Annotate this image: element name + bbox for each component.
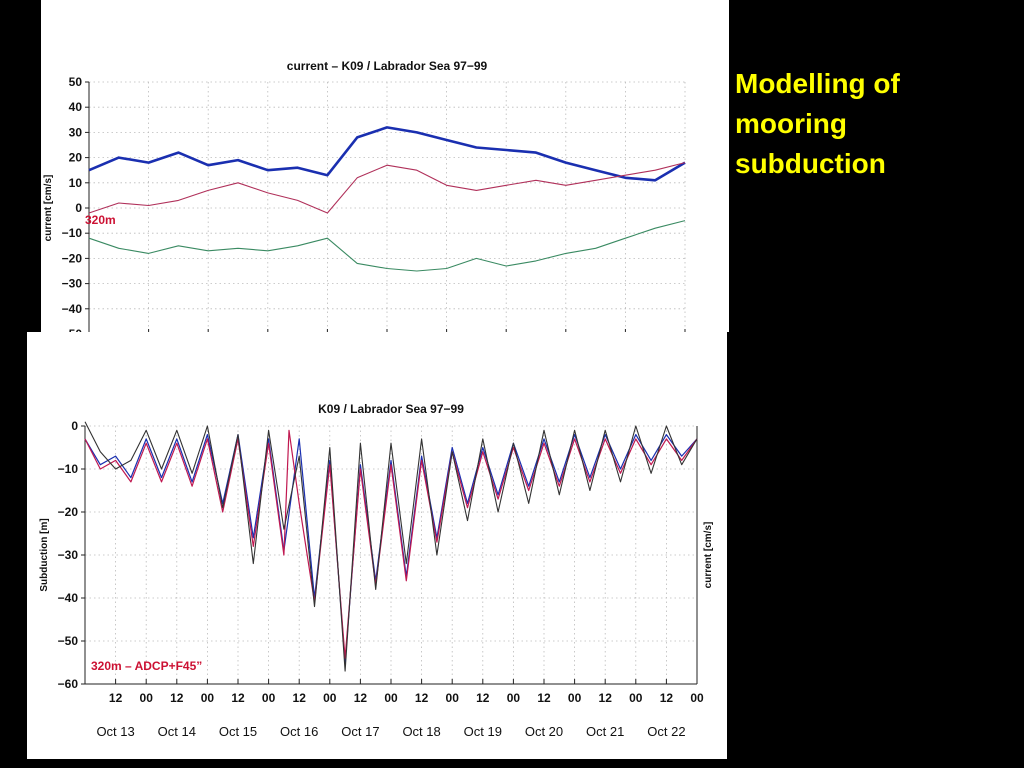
y-tick-label: 40: [69, 100, 83, 114]
y-tick-label: 0: [71, 419, 78, 433]
subduction-chart: 0 −10 −20 −30 −40 −50 −60 12 00 12 00 12 00 12 00 12 00 1…: [39, 402, 714, 739]
y-tick-label: −60: [58, 677, 79, 691]
x-tick-label: 00: [568, 691, 582, 705]
date-label: Oct 16: [280, 724, 318, 739]
date-label: Oct 15: [219, 724, 257, 739]
x-tick-label: 00: [323, 691, 337, 705]
x-tick-label: 12: [293, 691, 307, 705]
slide-title-line-3: subduction: [735, 148, 886, 179]
y-tick-label: −30: [62, 277, 83, 291]
x-tick-label: 00: [384, 691, 398, 705]
annotation-label: 320m – ADCP+F45”: [91, 659, 202, 673]
series-line-2: [84, 429, 698, 659]
date-label: Oct 17: [341, 724, 379, 739]
x-tick-label: 12: [599, 691, 613, 705]
y-tick-label: −10: [62, 226, 83, 240]
chart-title: current – K09 / Labrador Sea 97−99: [287, 59, 488, 73]
date-label: Oct 22: [647, 724, 685, 739]
y-tick-label: −20: [58, 505, 79, 519]
series-line-3: [84, 421, 698, 672]
x-tick-label: 00: [507, 691, 521, 705]
x-tick-label: 12: [415, 691, 429, 705]
date-label: Oct 18: [402, 724, 440, 739]
x-tick-label: 12: [660, 691, 674, 705]
slide-title: Modelling of mooring subduction: [735, 64, 1015, 184]
y-tick-label: 20: [69, 151, 83, 165]
date-label: Oct 21: [586, 724, 624, 739]
y-axis-label: Subduction [m]: [39, 518, 50, 591]
x-tick-label: 12: [354, 691, 368, 705]
x-tick-label: 00: [446, 691, 460, 705]
series-line-1: [88, 126, 686, 182]
x-tick-label: 12: [476, 691, 490, 705]
chart-title: K09 / Labrador Sea 97−99: [318, 402, 464, 416]
y-tick-label: −10: [58, 462, 79, 476]
x-tick-label: 00: [629, 691, 643, 705]
date-label: Oct 14: [158, 724, 196, 739]
series-line-2: [88, 162, 686, 214]
subduction-chart-panel: 0 −10 −20 −30 −40 −50 −60 12 00 12 00 12 00 12 00 12 00 1…: [27, 332, 727, 759]
y-tick-label: 50: [69, 75, 83, 89]
current-chart-panel: 50 40 30 20 10 0 −10 −20 −30 −40 −50 current – K09 …: [41, 0, 729, 332]
right-axis-label: current [cm/s]: [703, 522, 714, 589]
date-label: Oct 13: [96, 724, 134, 739]
x-tick-label: 12: [231, 691, 245, 705]
x-tick-label: 00: [690, 691, 704, 705]
y-axis-label: current [cm/s]: [43, 175, 54, 242]
x-tick-label: 12: [537, 691, 551, 705]
y-tick-label: −20: [62, 251, 83, 265]
current-chart: 50 40 30 20 10 0 −10 −20 −30 −40 −50 current – K09 …: [43, 59, 686, 332]
y-tick-label: −30: [58, 548, 79, 562]
y-tick-label: −50: [62, 327, 83, 332]
date-label: Oct 19: [464, 724, 502, 739]
annotation-label: 320m: [85, 213, 116, 227]
y-tick-label: 10: [69, 176, 83, 190]
y-tick-label: 0: [75, 201, 82, 215]
x-tick-label: 12: [109, 691, 123, 705]
series-line-1: [84, 433, 698, 664]
series-line-3: [88, 220, 686, 272]
y-tick-label: −50: [58, 634, 79, 648]
y-tick-label: −40: [62, 302, 83, 316]
x-tick-label: 00: [201, 691, 215, 705]
x-tick-label: 00: [140, 691, 154, 705]
x-tick-label: 00: [262, 691, 276, 705]
slide-title-line-1: Modelling of: [735, 68, 900, 99]
x-tick-label: 12: [170, 691, 184, 705]
y-tick-label: 30: [69, 125, 83, 139]
slide-title-line-2: mooring: [735, 108, 847, 139]
date-label: Oct 20: [525, 724, 563, 739]
y-tick-label: −40: [58, 591, 79, 605]
